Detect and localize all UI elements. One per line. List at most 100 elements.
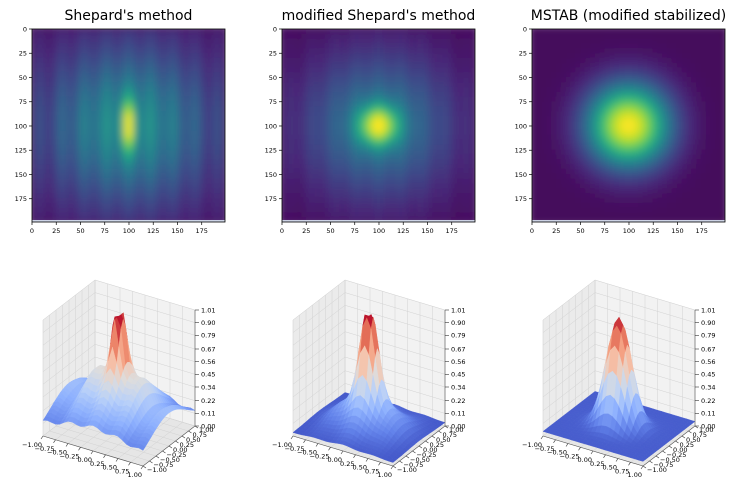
heatmap-cell: [599, 144, 605, 151]
heatmap-cell: [686, 168, 692, 175]
heatmap-cell: [599, 197, 605, 204]
heatmap-cell: [215, 62, 221, 69]
heatmap-cell: [32, 77, 38, 83]
heatmap-cell: [642, 193, 649, 199]
heatmap-cell: [114, 197, 120, 204]
heatmap-cell: [65, 33, 72, 40]
heatmap-cell: [301, 33, 307, 40]
heatmap-cell: [176, 115, 183, 122]
heatmap-cell: [32, 106, 38, 112]
heatmap-cell: [181, 120, 187, 127]
heatmap-cell: [286, 53, 293, 59]
heatmap-cell: [618, 207, 625, 213]
heatmap-cell: [570, 72, 577, 78]
heatmap-cell: [171, 120, 178, 127]
heatmap-cell: [681, 202, 687, 209]
heatmap-cell: [676, 217, 683, 222]
heatmap-cell: [417, 188, 423, 194]
heatmap-cell: [378, 62, 384, 69]
heatmap-cell: [335, 101, 341, 107]
heatmap-cell: [306, 82, 312, 88]
heatmap-cell: [89, 197, 96, 204]
heatmap-cell: [142, 173, 149, 180]
heatmap-cell: [339, 207, 346, 213]
heatmap-cell: [560, 72, 567, 78]
heatmap-cell: [301, 188, 307, 194]
heatmap-cell: [138, 77, 144, 83]
heatmap-cell: [157, 139, 163, 146]
heatmap-cell: [99, 33, 105, 40]
heatmap-cell: [436, 202, 442, 209]
heatmap-cell: [715, 91, 721, 98]
heatmap-cell: [349, 33, 355, 40]
heatmap-cell: [560, 164, 567, 170]
heatmap-cell: [123, 164, 130, 170]
heatmap-cell: [41, 173, 48, 180]
heatmap-cell: [460, 188, 466, 194]
heatmap-cell: [436, 212, 442, 218]
heatmap-cell: [291, 144, 298, 151]
heatmap-cell: [325, 82, 331, 88]
heatmap-cell: [575, 130, 581, 136]
heatmap-cell: [599, 188, 605, 194]
heatmap-cell: [196, 139, 202, 146]
heatmap-cell: [191, 125, 197, 131]
heatmap-cell: [118, 139, 125, 146]
heatmap-cell: [301, 77, 307, 83]
x-tick-label: 150: [421, 227, 433, 235]
heatmap-cell: [556, 217, 562, 222]
heatmap-cell: [696, 86, 702, 93]
heatmap-cell: [118, 149, 125, 156]
heatmap-cell: [585, 130, 591, 136]
heatmap-cell: [455, 57, 462, 64]
heatmap-cell: [60, 135, 67, 141]
heatmap-cell: [667, 53, 673, 59]
heatmap-cell: [301, 139, 307, 146]
heatmap-cell: [123, 72, 130, 78]
heatmap-cell: [315, 207, 322, 213]
heatmap-cell: [623, 178, 630, 184]
y-tick-label: 50: [19, 74, 27, 82]
heatmap-cell: [426, 67, 433, 74]
heatmap-cell: [715, 178, 721, 184]
heatmap-cell: [220, 29, 225, 35]
heatmap-cell: [720, 139, 725, 146]
heatmap-cell: [89, 183, 96, 189]
heatmap-cell: [335, 115, 341, 122]
heatmap-cell: [181, 77, 187, 83]
heatmap-cell: [157, 91, 163, 98]
heatmap-cell: [388, 111, 394, 117]
heatmap-cell: [397, 139, 404, 146]
heatmap-cell: [686, 72, 692, 78]
heatmap-cell: [330, 207, 336, 213]
heatmap-cell: [200, 154, 207, 160]
heatmap-cell: [354, 144, 360, 151]
heatmap-cell: [383, 207, 389, 213]
heatmap-cell: [455, 91, 462, 98]
heatmap-cell: [200, 159, 207, 165]
heatmap-cell: [99, 72, 105, 78]
heatmap-cell: [301, 120, 307, 127]
heatmap-cell: [32, 139, 38, 146]
heatmap-cell: [56, 101, 62, 107]
heatmap-cell: [133, 188, 139, 194]
heatmap-cell: [138, 101, 144, 107]
heatmap-cell: [196, 48, 202, 54]
heatmap-cell: [186, 149, 192, 156]
heatmap-cell: [142, 125, 149, 131]
side-grid-line: [42, 279, 96, 321]
heatmap-cell: [133, 91, 139, 98]
heatmap-cell: [51, 48, 57, 54]
heatmap-cell: [691, 115, 697, 122]
heatmap-cell: [686, 38, 692, 45]
heatmap-cell: [46, 207, 52, 213]
heatmap-cell: [56, 48, 62, 54]
heatmap-cell: [397, 111, 404, 117]
heatmap-cell: [205, 173, 212, 180]
heatmap-cell: [470, 164, 475, 170]
heatmap-cell: [85, 168, 91, 175]
heatmap-cell: [638, 159, 644, 165]
heatmap-cell: [628, 207, 634, 213]
heatmap-cell: [599, 193, 605, 199]
heatmap-cell: [575, 67, 581, 74]
